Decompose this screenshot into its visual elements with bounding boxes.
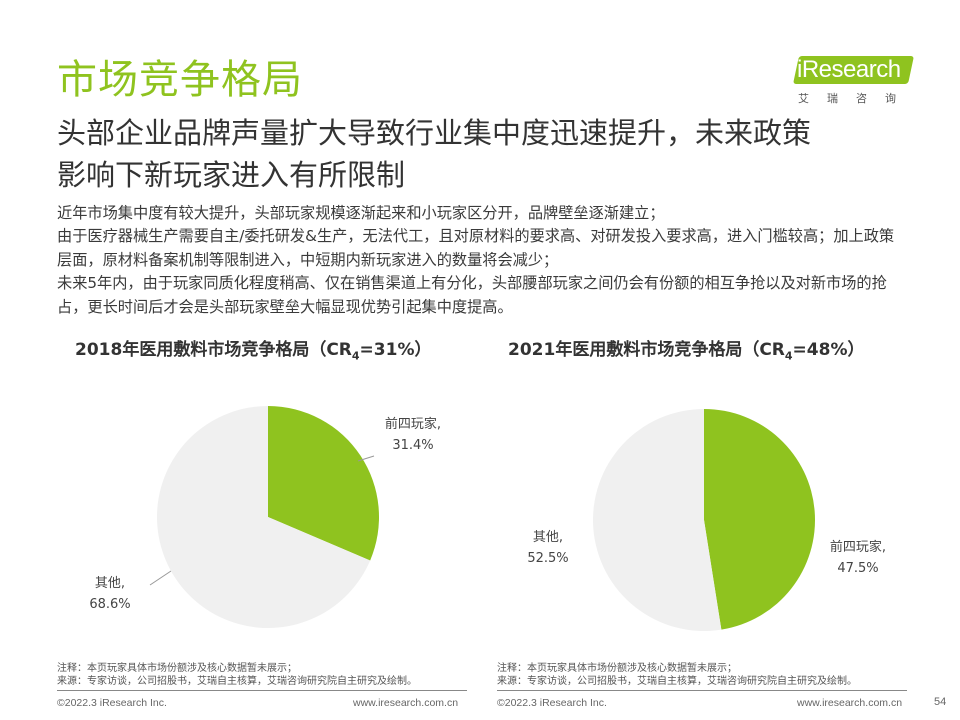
pie-slice-top4 xyxy=(704,409,816,630)
slice-name-label: 其他, xyxy=(533,530,563,545)
chart-2-title-suffix: =48%） xyxy=(792,340,865,360)
chart-1-title: 2018年医用敷料市场竞争格局（CR4=31%） xyxy=(75,336,431,364)
footer-copyright-right: ©2022.3 iResearch Inc. xyxy=(497,697,607,709)
chart-1-title-sub: 4 xyxy=(351,349,360,363)
pie-chart-2021: 前四玩家, 47.5% 其他, 52.5% xyxy=(527,409,886,631)
section-title: 市场竞争格局 xyxy=(57,57,303,103)
footer-url-right: www.iresearch.com.cn xyxy=(797,697,903,709)
slice-value-label: 31.4% xyxy=(392,438,433,453)
chart-2-source: 来源：专家访谈，公司招股书，艾瑞自主核算，艾瑞咨询研究院自主研究及绘制。 xyxy=(497,676,857,687)
slice-name-label: 前四玩家, xyxy=(385,416,441,432)
divider-left xyxy=(57,690,467,691)
chart-1-note: 注释：本页玩家具体市场份额涉及核心数据暂未展示； xyxy=(57,663,297,674)
chart-1-title-prefix: 2018年医用敷料市场竞争格局（CR xyxy=(75,340,352,360)
slice-value-label: 52.5% xyxy=(527,551,568,566)
footer-url-left: www.iresearch.com.cn xyxy=(353,697,459,709)
headline: 头部企业品牌声量扩大导致行业集中度迅速提升，未来政策 影响下新玩家进入有所限制 xyxy=(57,112,917,196)
pie-slice-others xyxy=(157,406,371,629)
body-text: 近年市场集中度有较大提升，头部玩家规模逐渐起来和小玩家区分开，品牌壁垒逐渐建立；… xyxy=(57,202,907,319)
headline-line-2: 影响下新玩家进入有所限制 xyxy=(57,158,406,192)
body-paragraph-3: 未来5年内，由于玩家同质化程度稍高、仅在销售渠道上有分化，头部腰部玩家之间仍会有… xyxy=(57,274,887,316)
slice-name-label: 其他, xyxy=(95,576,125,591)
chart-1-title-suffix: =31%） xyxy=(359,340,432,360)
chart-1-source: 来源：专家访谈，公司招股书，艾瑞自主核算，艾瑞咨询研究院自主研究及绘制。 xyxy=(57,676,417,687)
chart-2-title-prefix: 2021年医用敷料市场竞争格局（CR xyxy=(508,340,785,360)
chart-2-title: 2021年医用敷料市场竞争格局（CR4=48%） xyxy=(508,336,864,364)
page-number: 54 xyxy=(934,696,947,708)
headline-line-1: 头部企业品牌声量扩大导致行业集中度迅速提升，未来政策 xyxy=(57,116,812,150)
chart-1-notes: 注释：本页玩家具体市场份额涉及核心数据暂未展示； 来源：专家访谈，公司招股书，艾… xyxy=(57,662,457,688)
leader-line xyxy=(357,455,375,462)
chart-2-title-sub: 4 xyxy=(784,349,793,363)
pie-slice-others xyxy=(593,409,722,631)
logo-subtitle: 艾瑞咨询 xyxy=(798,92,914,105)
footer-copyright-left: ©2022.3 iResearch Inc. xyxy=(57,697,167,709)
logo-brand: iResearch xyxy=(797,56,901,83)
iresearch-logo: iResearch 艾瑞咨询 xyxy=(790,50,918,108)
pie-chart-2018: 前四玩家, 31.4% 其他, 68.6% xyxy=(89,406,441,629)
divider-right xyxy=(497,690,907,691)
chart-2-notes: 注释：本页玩家具体市场份额涉及核心数据暂未展示； 来源：专家访谈，公司招股书，艾… xyxy=(497,662,897,688)
slice-value-label: 47.5% xyxy=(837,561,878,576)
body-paragraph-2: 由于医疗器械生产需要自主/委托研发&生产，无法代工，且对原材料的要求高、对研发投… xyxy=(57,227,895,269)
slice-name-label: 前四玩家, xyxy=(830,539,886,555)
pie-slice-top4 xyxy=(268,406,379,561)
slice-value-label: 68.6% xyxy=(89,597,130,612)
chart-2-note: 注释：本页玩家具体市场份额涉及核心数据暂未展示； xyxy=(497,663,737,674)
body-paragraph-1: 近年市场集中度有较大提升，头部玩家规模逐渐起来和小玩家区分开，品牌壁垒逐渐建立； xyxy=(57,204,665,222)
leader-line xyxy=(149,570,172,586)
